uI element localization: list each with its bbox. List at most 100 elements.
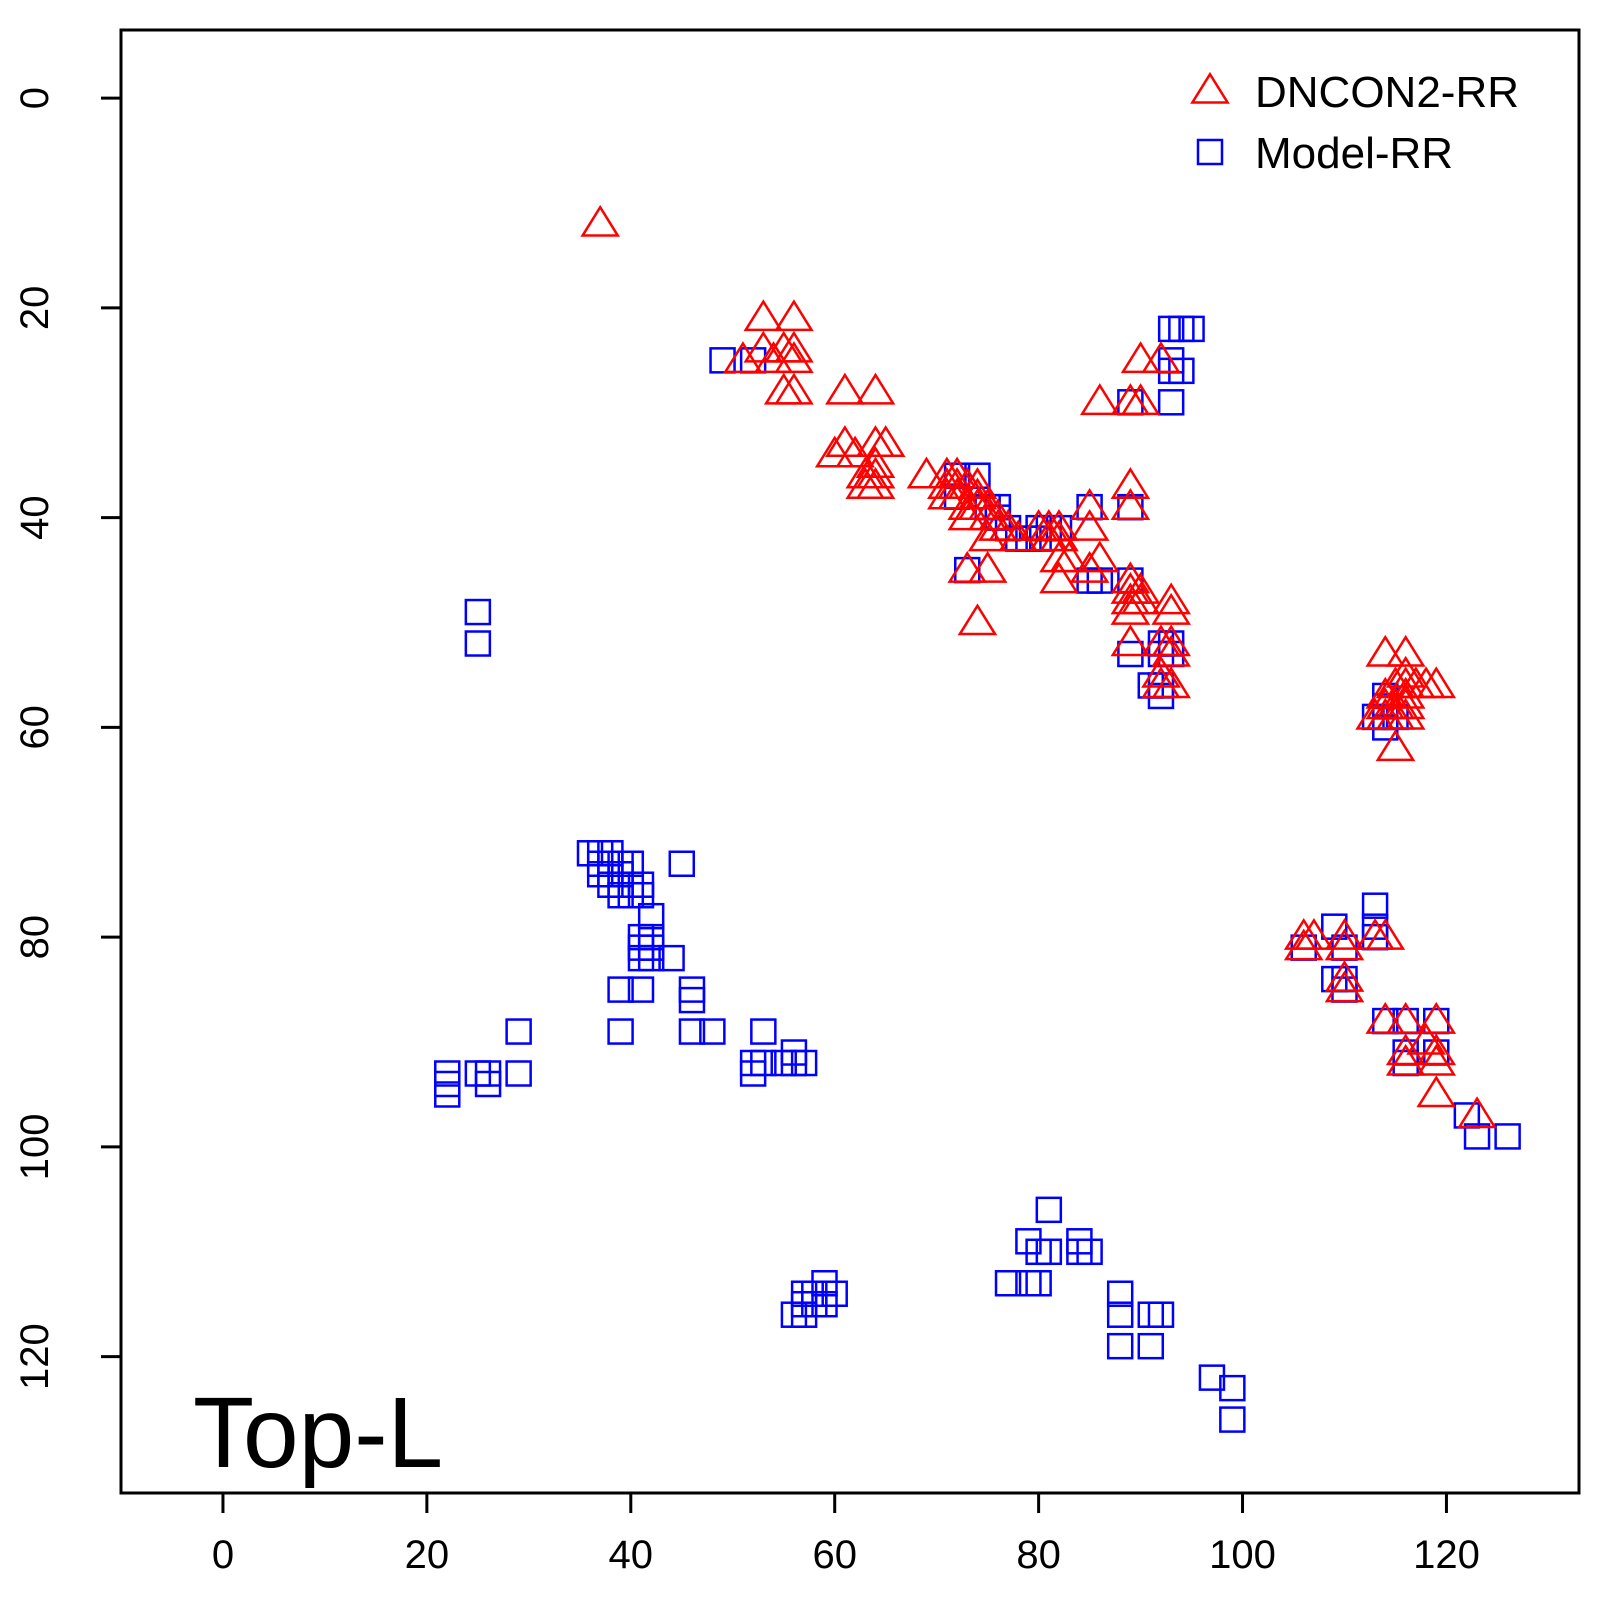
data-point-triangle: [580, 204, 621, 237]
data-point-square: [637, 944, 665, 972]
y-tick-label: 40: [13, 495, 57, 540]
data-point-triangle: [774, 372, 814, 405]
data-point-square: [474, 1070, 502, 1098]
data-point-triangle: [957, 467, 998, 499]
data-point-triangle: [1416, 1075, 1457, 1108]
data-point-triangle: [1324, 917, 1365, 950]
data-point-square: [699, 1018, 726, 1045]
data-point-triangle: [1416, 1043, 1457, 1076]
x-tick-label: 60: [812, 1533, 857, 1577]
data-point-triangle: [967, 550, 1008, 583]
data-point-triangle: [1151, 592, 1192, 625]
data-point-square: [607, 1018, 634, 1045]
data-point-square: [1361, 892, 1389, 919]
data-point-square: [607, 976, 634, 1003]
data-point-triangle: [1120, 383, 1161, 416]
data-point-square: [464, 630, 492, 657]
data-point-triangle: [1416, 666, 1457, 699]
data-point-triangle: [906, 456, 947, 489]
data-point-square: [739, 1060, 767, 1087]
x-axis: 0 20 40 60 80 100 120: [212, 1491, 1480, 1577]
data-point-square: [1147, 1301, 1175, 1328]
data-point-triangle: [1039, 561, 1079, 594]
data-point-square: [1137, 1332, 1165, 1360]
legend-label-model-rr: Model-RR: [1255, 129, 1453, 178]
x-tick-label: 80: [1016, 1533, 1061, 1577]
data-point-square: [1035, 1196, 1063, 1224]
data-point-triangle: [1120, 571, 1161, 604]
data-point-triangle: [967, 519, 1008, 552]
data-point-square: [668, 850, 696, 878]
y-tick-label: 60: [13, 705, 57, 750]
data-point-square: [464, 598, 492, 626]
data-point-triangle: [1365, 917, 1406, 950]
data-point-triangle: [1324, 970, 1365, 1003]
data-point-triangle: [1294, 917, 1334, 950]
data-point-square: [790, 1301, 818, 1328]
data-point-triangle: [1069, 550, 1110, 583]
data-point-triangle: [998, 519, 1039, 552]
data-point-triangle: [743, 299, 784, 332]
data-point-triangle: [957, 603, 998, 636]
data-point-triangle: [1365, 634, 1406, 667]
data-point-triangle: [1365, 1001, 1406, 1034]
data-point-triangle: [1110, 488, 1151, 520]
legend-square-marker: [1196, 138, 1224, 166]
data-point-square: [1106, 1280, 1134, 1307]
data-point-triangle: [1079, 540, 1120, 573]
data-point-square: [627, 881, 655, 909]
data-point-square: [617, 850, 645, 878]
data-point-square: [678, 1018, 706, 1045]
data-point-square: [790, 1049, 818, 1077]
data-point-square: [994, 1270, 1022, 1297]
data-point-triangle: [1151, 666, 1192, 699]
data-point-triangle: [1151, 582, 1192, 615]
data-point-square: [505, 1018, 532, 1045]
data-point-triangle: [825, 372, 865, 405]
data-point-triangle: [723, 341, 763, 374]
data-point-square: [811, 1290, 838, 1318]
data-point-triangle: [1151, 634, 1192, 667]
data-point-triangle: [855, 456, 896, 489]
data-point-square: [1463, 1123, 1491, 1150]
data-point-triangle: [1120, 582, 1161, 615]
data-point-triangle: [1049, 540, 1090, 573]
data-point-triangle: [1151, 624, 1192, 657]
legend-item-dncon2-rr: DNCON2-RR: [1190, 68, 1519, 117]
data-point-triangle: [1141, 341, 1181, 374]
y-tick-label: 100: [13, 1114, 57, 1181]
data-point-triangle: [947, 498, 988, 531]
data-point-square: [1015, 1228, 1042, 1255]
data-point-triangle: [1039, 519, 1079, 552]
data-point-triangle: [814, 435, 855, 468]
data-point-triangle: [1385, 676, 1426, 709]
data-point-triangle: [947, 550, 988, 583]
data-point-triangle: [1110, 467, 1151, 499]
data-point-triangle: [1079, 383, 1120, 416]
data-point-triangle: [1385, 697, 1426, 730]
data-point-square: [1035, 1238, 1063, 1266]
data-point-triangle: [774, 299, 814, 332]
data-point-triangle: [855, 372, 896, 405]
legend-triangle-icon: [1190, 71, 1230, 104]
y-tick-label: 80: [13, 915, 57, 960]
data-point-triangle: [1385, 687, 1426, 720]
legend-item-model-rr: Model-RR: [1196, 129, 1453, 178]
data-point-triangle: [1416, 1001, 1457, 1034]
data-point-triangle: [774, 341, 814, 374]
data-point-triangle: [1385, 1043, 1426, 1076]
data-point-square: [1198, 1364, 1226, 1391]
data-point-triangle: [1069, 508, 1110, 541]
data-point-square: [637, 902, 665, 930]
y-tick-label: 20: [13, 286, 57, 331]
data-point-square: [658, 944, 685, 972]
legend: DNCON2-RR Model-RR: [1190, 68, 1519, 178]
legend-square-icon: [1196, 138, 1224, 166]
data-point-triangle: [835, 435, 875, 468]
data-point-square: [1106, 1301, 1134, 1328]
data-point-square: [505, 1060, 532, 1087]
data-point-square: [627, 976, 655, 1003]
